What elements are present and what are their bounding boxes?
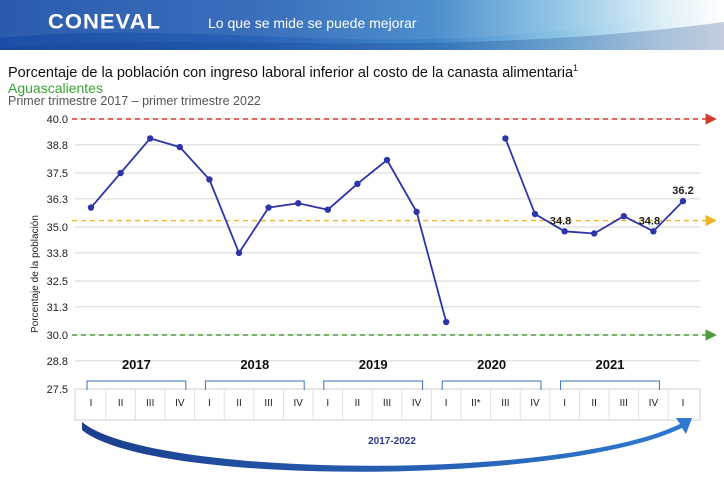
data-point xyxy=(620,213,627,220)
chart-title: Porcentaje de la población con ingreso l… xyxy=(8,63,578,81)
year-brackets: 2017 2018 2019 2020 2021 xyxy=(86,357,660,390)
chart-subtitle: Aguascalientes xyxy=(8,80,103,96)
data-point xyxy=(265,204,272,211)
y-tick-label: 31.3 xyxy=(47,302,68,314)
data-label: 34.8 xyxy=(639,215,660,227)
data-point xyxy=(502,135,509,142)
header-slogan: Lo que se mide se puede mejorar xyxy=(208,15,417,31)
data-label: 36.2 xyxy=(672,185,693,197)
quarter-tick-label: IV xyxy=(649,398,659,409)
header-swoosh xyxy=(0,0,724,50)
data-label: 34.8 xyxy=(550,215,571,227)
data-point xyxy=(87,204,95,211)
quarter-tick-label: I xyxy=(445,398,448,409)
data-point xyxy=(206,176,213,183)
data-point xyxy=(354,180,361,187)
year-label: 2021 xyxy=(596,357,625,372)
range-label: 2017-2022 xyxy=(368,436,416,447)
year-label: 2018 xyxy=(240,357,269,372)
quarter-tick-label: III xyxy=(146,398,154,409)
data-point xyxy=(443,318,450,326)
data-point xyxy=(591,230,598,237)
year-bracket xyxy=(204,380,305,390)
series-line xyxy=(90,137,684,323)
title-footnote: 1 xyxy=(573,63,579,73)
y-tick-labels: 27.5 28.8 30.0 31.3 32.5 33.8 35.0 36.3 37.5 38.8… xyxy=(47,114,68,396)
quarter-tick-label: III xyxy=(264,398,272,409)
data-point xyxy=(117,169,124,177)
header-banner: CONEVAL Lo que se mide se puede mejorar xyxy=(0,0,724,50)
range-arrow-shape xyxy=(82,418,692,472)
y-tick-label: 27.5 xyxy=(47,384,68,396)
quarter-axis: I II III IV I II III IV I II III IV I II* III IV I II III I… xyxy=(74,388,701,421)
series-path xyxy=(90,137,684,323)
data-point xyxy=(176,143,183,151)
quarter-tick-label: II xyxy=(236,398,242,409)
quarter-tick-label: I xyxy=(326,398,329,409)
y-tick-label: 36.3 xyxy=(47,194,68,206)
year-label: 2017 xyxy=(122,357,151,372)
year-label: 2019 xyxy=(359,357,388,372)
y-tick-label: 38.8 xyxy=(47,140,68,152)
data-points xyxy=(87,135,687,326)
quarter-tick-label: IV xyxy=(530,398,540,409)
y-tick-label: 33.8 xyxy=(47,248,68,260)
quarter-tick-label: IV xyxy=(293,398,303,409)
data-point xyxy=(679,197,687,205)
quarter-tick-label: II xyxy=(591,398,597,409)
data-point xyxy=(295,200,302,207)
data-point xyxy=(235,249,243,257)
quarter-tick-label: II* xyxy=(471,398,481,409)
y-tick-label: 28.8 xyxy=(47,356,68,368)
year-bracket xyxy=(441,380,542,390)
y-tick-label: 37.5 xyxy=(47,168,68,180)
range-arrow xyxy=(82,418,692,472)
quarter-tick-label: IV xyxy=(412,398,422,409)
year-bracket xyxy=(560,380,660,390)
quarter-tick-label: I xyxy=(682,398,685,409)
data-point xyxy=(413,208,420,216)
quarter-tick-label: IV xyxy=(175,398,185,409)
y-tick-label: 30.0 xyxy=(47,330,68,342)
data-point xyxy=(531,210,539,218)
data-point xyxy=(324,206,331,213)
y-tick-label: 32.5 xyxy=(47,276,68,288)
y-tick-label: 40.0 xyxy=(47,114,68,126)
y-tick-label: 35.0 xyxy=(47,222,68,234)
quarter-tick-label: I xyxy=(208,398,211,409)
data-point xyxy=(147,135,154,142)
year-bracket xyxy=(323,380,424,390)
quarter-tick-label: III xyxy=(383,398,391,409)
chart-title-text: Porcentaje de la población con ingreso l… xyxy=(8,64,574,81)
quarter-tick-label: III xyxy=(620,398,628,409)
quarter-tick-label: III xyxy=(501,398,509,409)
data-labels: 34.8 34.8 36.2 xyxy=(550,185,694,227)
year-bracket xyxy=(86,380,187,390)
data-point xyxy=(383,156,391,164)
data-point xyxy=(561,228,568,235)
quarter-tick-label: I xyxy=(563,398,566,409)
quarter-tick-label: II xyxy=(118,398,124,409)
data-point xyxy=(650,228,657,235)
brand-logo: CONEVAL xyxy=(48,9,161,34)
quarter-tick-label: II xyxy=(355,398,361,409)
y-axis-label: Porcentaje de la población xyxy=(30,215,41,333)
reference-lines xyxy=(72,113,717,341)
quarter-tick-label: I xyxy=(90,398,93,409)
quarter-axis-border xyxy=(74,388,701,421)
year-label: 2020 xyxy=(477,357,506,372)
chart-period: Primer trimestre 2017 – primer trimestre… xyxy=(8,94,261,108)
